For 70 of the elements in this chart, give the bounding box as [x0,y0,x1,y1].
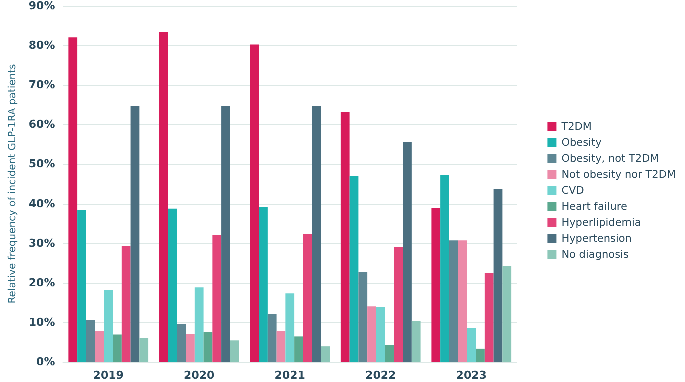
bar [78,210,86,362]
bar [358,272,368,362]
bar [458,240,468,362]
bar [484,273,494,362]
bar [276,331,286,362]
x-tick-label: 2021 [274,369,306,382]
bar [250,44,260,362]
y-tick-label: 10% [28,316,56,329]
legend-label: Not obesity nor T2DM [562,169,676,181]
bar [385,344,394,362]
legend-label: Hypertension [562,233,632,245]
legend-label: Heart failure [562,201,628,213]
legend-label: No diagnosis [562,249,629,261]
y-tick-label: 90% [28,0,56,12]
bar [186,334,195,362]
bar [130,106,140,362]
x-tick-label: 2022 [366,369,396,382]
bar [222,106,230,362]
x-tick-label: 2020 [184,369,216,382]
bar [259,206,268,362]
bar [168,208,178,362]
x-tick-label: 2019 [93,369,124,382]
bar [340,112,350,362]
bar [449,240,458,362]
bar [412,321,421,362]
legend-label: CVD [562,185,584,197]
bar [294,336,304,362]
bar [467,328,476,362]
bar [212,235,222,362]
bar [494,190,503,362]
bar [376,307,386,362]
y-tick-label: 40% [28,197,56,210]
bar [432,208,441,362]
y-tick-label: 20% [28,276,56,290]
bar [440,175,450,362]
legend-label: T2DM [560,121,592,133]
y-tick-label: 30% [28,236,56,250]
legend-label: Obesity [562,137,602,149]
bar [303,234,312,362]
y-tick-label: 50% [28,158,56,171]
legend-label: Hyperlipidemia [562,217,642,229]
bar [312,106,322,362]
bar [177,324,186,362]
bar [321,346,330,362]
bar [230,340,240,362]
bar [368,306,376,362]
bar [159,32,168,362]
y-tick-label: 80% [28,39,56,52]
y-axis-title: Relative frequency of incident GLP-1RA patients [8,64,18,304]
bar [350,176,359,362]
bar [268,314,277,362]
bar [122,246,131,362]
bar [68,38,78,362]
bar [86,320,96,362]
bar [113,334,122,362]
bar [394,247,404,362]
x-tick-label: 2023 [456,369,487,382]
bar [140,338,149,362]
bar [204,332,213,362]
bar [476,348,485,362]
bar [286,294,295,362]
bar [502,266,512,362]
bar [403,142,412,362]
y-tick-label: 0% [36,356,56,368]
bar [104,290,114,362]
y-tick-label: 70% [28,78,56,92]
legend-label: Obesity, not T2DM [562,153,660,165]
bar [95,331,104,362]
y-tick-label: 60% [28,118,56,132]
bar [194,288,204,362]
